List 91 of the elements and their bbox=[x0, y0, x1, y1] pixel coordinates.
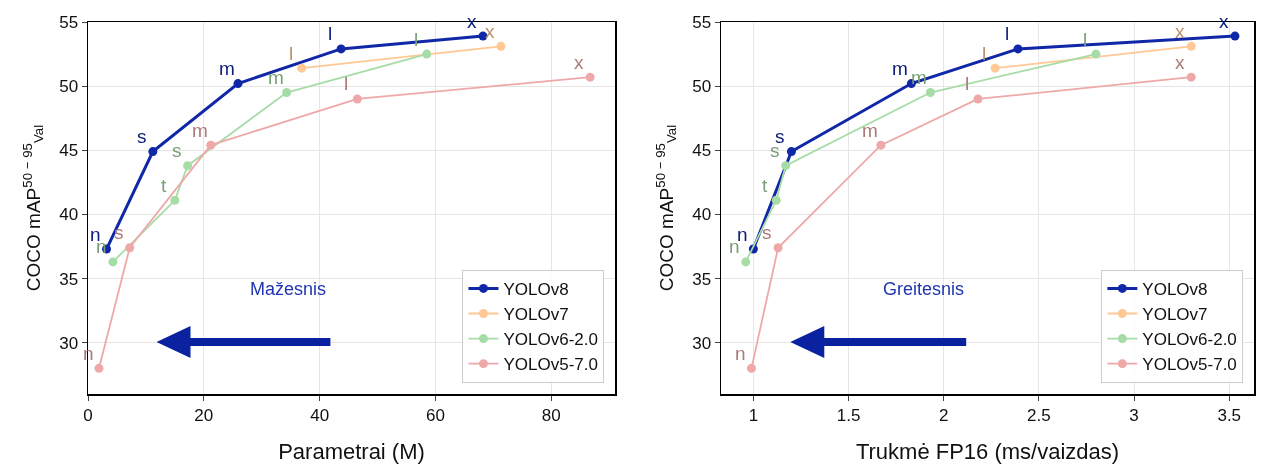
annotation: Greitesnis bbox=[883, 279, 965, 299]
x-tick-label: 80 bbox=[541, 405, 561, 425]
y-tick-label: 45 bbox=[59, 141, 79, 161]
annotation: s bbox=[137, 126, 147, 147]
y-tick-label: 35 bbox=[59, 269, 79, 289]
annotation: n bbox=[735, 343, 746, 364]
point bbox=[496, 41, 506, 51]
annotation: l bbox=[328, 23, 333, 44]
annotation: l bbox=[965, 73, 970, 94]
annotation: l bbox=[1083, 29, 1088, 50]
x-tick-label: 2.5 bbox=[1027, 405, 1051, 425]
point bbox=[352, 94, 362, 104]
x-tick-label: 20 bbox=[194, 405, 214, 425]
point bbox=[585, 72, 595, 82]
annotation: x bbox=[1175, 52, 1185, 73]
point bbox=[781, 161, 791, 171]
point bbox=[183, 161, 193, 171]
annotation: l bbox=[289, 43, 294, 64]
x-tick-label: 1 bbox=[748, 405, 759, 425]
point bbox=[336, 44, 346, 54]
y-tick-label: 45 bbox=[692, 141, 712, 161]
legend-label: YOLOv7 bbox=[1142, 305, 1208, 325]
annotation: l bbox=[982, 43, 987, 64]
annotation: m bbox=[192, 120, 208, 141]
point bbox=[1091, 49, 1101, 59]
annotation: m bbox=[862, 120, 878, 141]
point bbox=[925, 88, 935, 98]
annotation: s bbox=[114, 222, 124, 243]
annotation: l bbox=[1005, 23, 1010, 44]
annotation: t bbox=[161, 175, 167, 196]
legend-label: YOLOv8 bbox=[1142, 280, 1208, 300]
point bbox=[746, 363, 756, 373]
point bbox=[1186, 41, 1196, 51]
point bbox=[233, 79, 243, 89]
annotation: m bbox=[892, 58, 908, 79]
point bbox=[282, 88, 292, 98]
x-axis-title: Parametrai (M) bbox=[278, 439, 425, 464]
point bbox=[148, 147, 158, 157]
annotation: m bbox=[219, 58, 235, 79]
point bbox=[125, 243, 135, 253]
y-tick-label: 55 bbox=[692, 12, 712, 32]
point bbox=[1186, 72, 1196, 82]
annotation: s bbox=[762, 222, 772, 243]
legend-label: YOLOv6-2.0 bbox=[503, 330, 598, 350]
point bbox=[206, 140, 216, 150]
point bbox=[741, 257, 751, 267]
x-tick-label: 3.5 bbox=[1217, 405, 1242, 425]
annotation: t bbox=[762, 175, 768, 196]
annotation: Mažesnis bbox=[250, 279, 327, 299]
legend-label: YOLOv8 bbox=[503, 280, 569, 300]
annotation: s bbox=[775, 126, 785, 147]
y-tick-label: 55 bbox=[59, 12, 79, 32]
legend-label: YOLOv7 bbox=[503, 305, 569, 325]
annotation: x bbox=[1175, 21, 1185, 42]
point bbox=[422, 49, 432, 59]
y-tick-label: 40 bbox=[692, 205, 712, 225]
point bbox=[786, 147, 796, 157]
x-tick-label: 60 bbox=[426, 405, 445, 425]
x-tick-label: 2 bbox=[938, 405, 949, 425]
point bbox=[1013, 44, 1023, 54]
point bbox=[108, 257, 118, 267]
legend-label: YOLOv5-7.0 bbox=[503, 355, 598, 375]
y-tick-label: 50 bbox=[692, 77, 712, 97]
y-tick-label: 35 bbox=[692, 269, 712, 289]
point bbox=[773, 243, 783, 253]
annotation: n bbox=[737, 224, 748, 245]
x-tick-label: 1.5 bbox=[836, 405, 861, 425]
annotation: x bbox=[485, 21, 495, 42]
x-axis-title: Trukmė FP16 (ms/vaizdas) bbox=[855, 439, 1120, 464]
x-tick-label: 3 bbox=[1129, 405, 1139, 425]
y-tick-label: 30 bbox=[692, 333, 712, 353]
annotation: x bbox=[574, 52, 584, 73]
y-tick-label: 50 bbox=[59, 77, 79, 97]
point bbox=[990, 63, 1000, 73]
annotation: m bbox=[268, 67, 284, 88]
legend-label: YOLOv6-2.0 bbox=[1142, 330, 1237, 350]
point bbox=[1230, 31, 1240, 41]
point bbox=[94, 363, 104, 373]
point bbox=[170, 195, 180, 205]
point bbox=[771, 195, 781, 205]
y-tick-label: 40 bbox=[59, 205, 79, 225]
annotation: s bbox=[172, 140, 182, 161]
x-tick-label: 0 bbox=[83, 405, 93, 425]
annotation: l bbox=[414, 29, 419, 50]
legend-label: YOLOv5-7.0 bbox=[1142, 355, 1237, 375]
x-tick-label: 40 bbox=[310, 405, 330, 425]
point bbox=[297, 63, 307, 73]
point bbox=[876, 140, 886, 150]
annotation: l bbox=[344, 73, 349, 94]
y-tick-label: 30 bbox=[59, 333, 79, 353]
point bbox=[973, 94, 983, 104]
